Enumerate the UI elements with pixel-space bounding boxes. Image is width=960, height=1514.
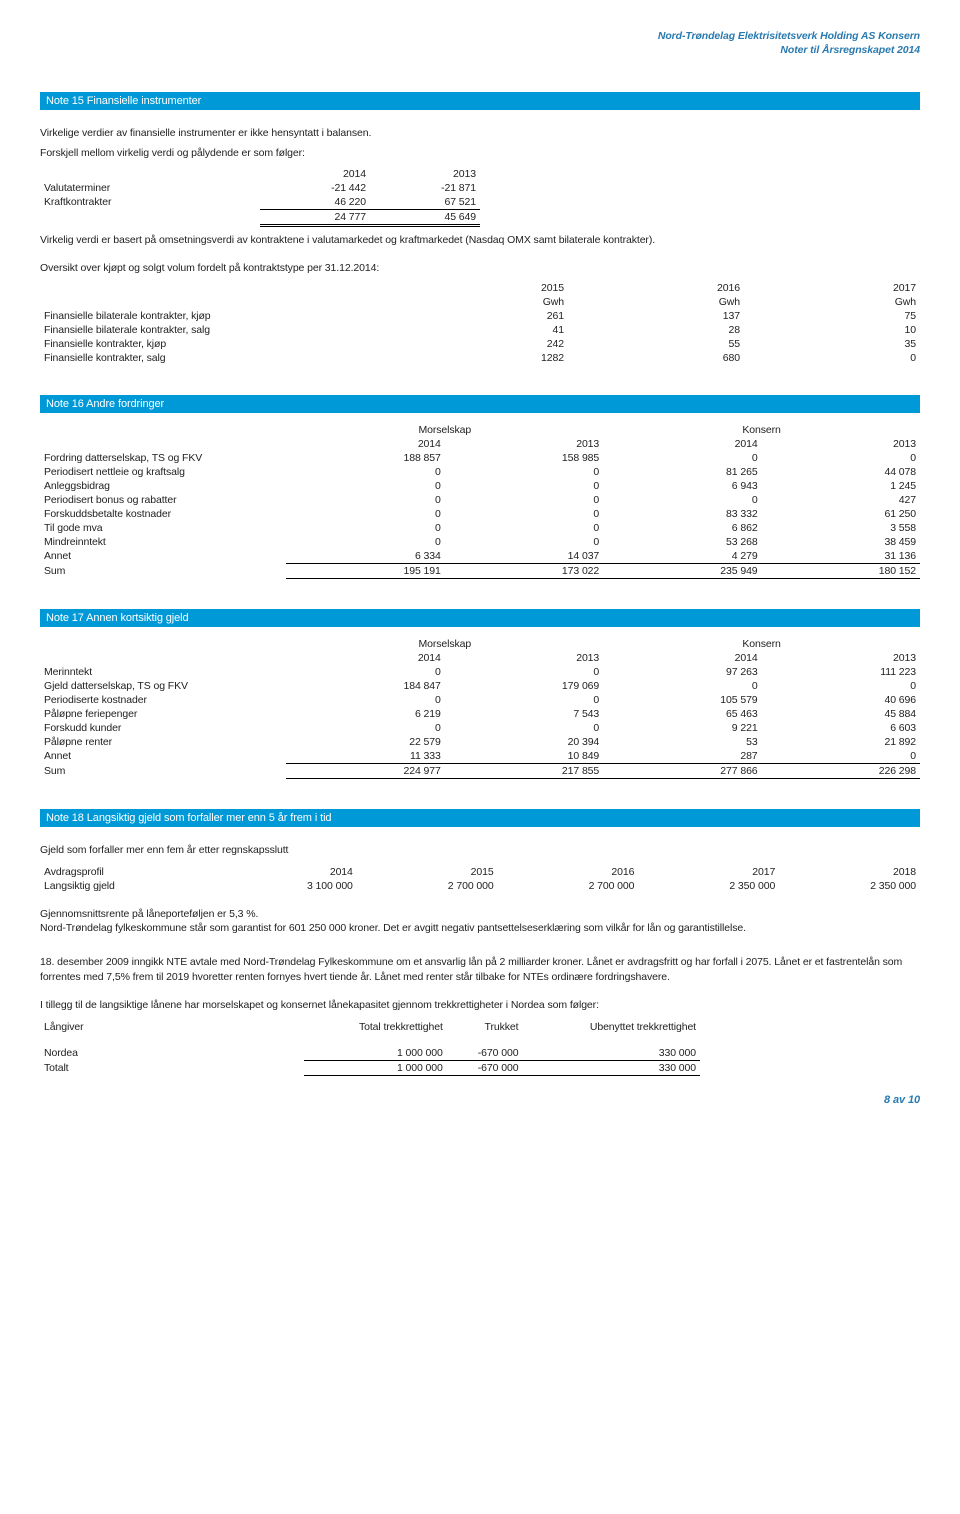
col-2014: 2014: [260, 167, 370, 181]
note-16-title-bar: Note 16 Andre fordringer: [40, 395, 920, 413]
table-row: Forskudd kunder009 2216 603: [40, 721, 920, 735]
note-15-section: Note 15 Finansielle instrumenter Virkeli…: [40, 92, 920, 365]
table-row-sum: Totalt 1 000 000 -670 000 330 000: [40, 1061, 700, 1076]
group-morselskap: Morselskap: [286, 423, 603, 437]
page-footer: 8 av 10: [40, 1094, 920, 1106]
col-2015: 2015: [392, 281, 568, 295]
table-header-row: 2015 2016 2017: [40, 281, 920, 295]
table-row: Langsiktig gjeld 3 100 000 2 700 000 2 7…: [40, 879, 920, 893]
note-17-title: Note 17 Annen kortsiktig gjeld: [46, 612, 189, 624]
col-2013: 2013: [370, 167, 480, 181]
note18-p2: Gjennomsnittsrente på låneporteføljen er…: [40, 907, 920, 921]
table-row: Finansielle kontrakter, salg12826800: [40, 351, 920, 365]
table-row-sum: 24 777 45 649: [40, 209, 480, 225]
table-header-row: Avdragsprofil 2014 2015 2016 2017 2018: [40, 865, 920, 879]
group-konsern: Konsern: [603, 423, 920, 437]
table-row-sum: Sum195 191173 022235 949180 152: [40, 563, 920, 578]
header-line2: Noter til Årsregnskapet 2014: [780, 44, 920, 56]
note-18-title: Note 18 Langsiktig gjeld som forfaller m…: [46, 812, 331, 824]
note18-p1: Gjeld som forfaller mer enn fem år etter…: [40, 843, 920, 857]
note-15-title: Note 15 Finansielle instrumenter: [46, 95, 201, 107]
table-row: Finansielle bilaterale kontrakter, salg4…: [40, 323, 920, 337]
table-row: Forskuddsbetalte kostnader0083 33261 250: [40, 507, 920, 521]
note18-table2: Långiver Total trekkrettighet Trukket Ub…: [40, 1020, 700, 1076]
note-17-section: Note 17 Annen kortsiktig gjeld Morselska…: [40, 609, 920, 779]
table-row: Anleggsbidrag006 9431 245: [40, 479, 920, 493]
note15-table2: 2015 2016 2017 Gwh Gwh Gwh Finansielle b…: [40, 281, 920, 365]
table-row: Gjeld datterselskap, TS og FKV184 847179…: [40, 679, 920, 693]
table-row: Periodisert bonus og rabatter000427: [40, 493, 920, 507]
note15-p3: Virkelig verdi er basert på omsetningsve…: [40, 233, 920, 247]
group-morselskap: Morselskap: [286, 637, 603, 651]
group-header-row: Morselskap Konsern: [40, 637, 920, 651]
table-row-sum: Sum224 977217 855277 866226 298: [40, 763, 920, 778]
table-row: Merinntekt0097 263111 223: [40, 665, 920, 679]
group-konsern: Konsern: [603, 637, 920, 651]
note-18-section: Note 18 Langsiktig gjeld som forfaller m…: [40, 809, 920, 1076]
table-row: Annet11 33310 8492870: [40, 749, 920, 764]
note-16-section: Note 16 Andre fordringer Morselskap Kons…: [40, 395, 920, 579]
note18-p4: 18. desember 2009 inngikk NTE avtale med…: [40, 955, 920, 983]
note16-table: Morselskap Konsern 2014 2013 2014 2013 F…: [40, 423, 920, 579]
table-row: Kraftkontrakter 46 220 67 521: [40, 195, 480, 210]
table-row: Valutaterminer -21 442 -21 871: [40, 181, 480, 195]
table-row: Nordea 1 000 000 -670 000 330 000: [40, 1046, 700, 1061]
table-units-row: Gwh Gwh Gwh: [40, 295, 920, 309]
note-15-title-bar: Note 15 Finansielle instrumenter: [40, 92, 920, 110]
group-header-row: Morselskap Konsern: [40, 423, 920, 437]
note18-p5: I tillegg til de langsiktige lånene har …: [40, 998, 920, 1012]
note15-table1: 2014 2013 Valutaterminer -21 442 -21 871…: [40, 167, 480, 227]
table-row: Finansielle bilaterale kontrakter, kjøp2…: [40, 309, 920, 323]
table-header-row: 2014 2013: [40, 167, 480, 181]
col-2016: 2016: [568, 281, 744, 295]
table-row: Påløpne renter22 57920 3945321 892: [40, 735, 920, 749]
col-2017: 2017: [744, 281, 920, 295]
table-row: Finansielle kontrakter, kjøp2425535: [40, 337, 920, 351]
note15-p1: Virkelige verdier av finansielle instrum…: [40, 126, 920, 140]
table-row: Periodiserte kostnader00105 57940 696: [40, 693, 920, 707]
note15-p2: Forskjell mellom virkelig verdi og pålyd…: [40, 146, 920, 160]
note17-table: Morselskap Konsern 2014 2013 2014 2013 M…: [40, 637, 920, 779]
table-row: Fordring datterselskap, TS og FKV188 857…: [40, 451, 920, 465]
table-row: Mindreinntekt0053 26838 459: [40, 535, 920, 549]
year-header-row: 2014 2013 2014 2013: [40, 651, 920, 665]
note-18-title-bar: Note 18 Langsiktig gjeld som forfaller m…: [40, 809, 920, 827]
note18-table1: Avdragsprofil 2014 2015 2016 2017 2018 L…: [40, 865, 920, 893]
table-row: Periodisert nettleie og kraftsalg0081 26…: [40, 465, 920, 479]
note-17-title-bar: Note 17 Annen kortsiktig gjeld: [40, 609, 920, 627]
note15-p4: Oversikt over kjøpt og solgt volum forde…: [40, 261, 920, 275]
document-header: Nord-Trøndelag Elektrisitetsverk Holding…: [40, 30, 920, 57]
table-header-row: Långiver Total trekkrettighet Trukket Ub…: [40, 1020, 700, 1034]
header-line1: Nord-Trøndelag Elektrisitetsverk Holding…: [658, 30, 920, 42]
note-16-title: Note 16 Andre fordringer: [46, 398, 164, 410]
table-row: Påløpne feriepenger6 2197 54365 46345 88…: [40, 707, 920, 721]
table-row: Til gode mva006 8623 558: [40, 521, 920, 535]
note18-p3: Nord-Trøndelag fylkeskommune står som ga…: [40, 921, 920, 935]
year-header-row: 2014 2013 2014 2013: [40, 437, 920, 451]
table-row: Annet6 33414 0374 27931 136: [40, 549, 920, 564]
